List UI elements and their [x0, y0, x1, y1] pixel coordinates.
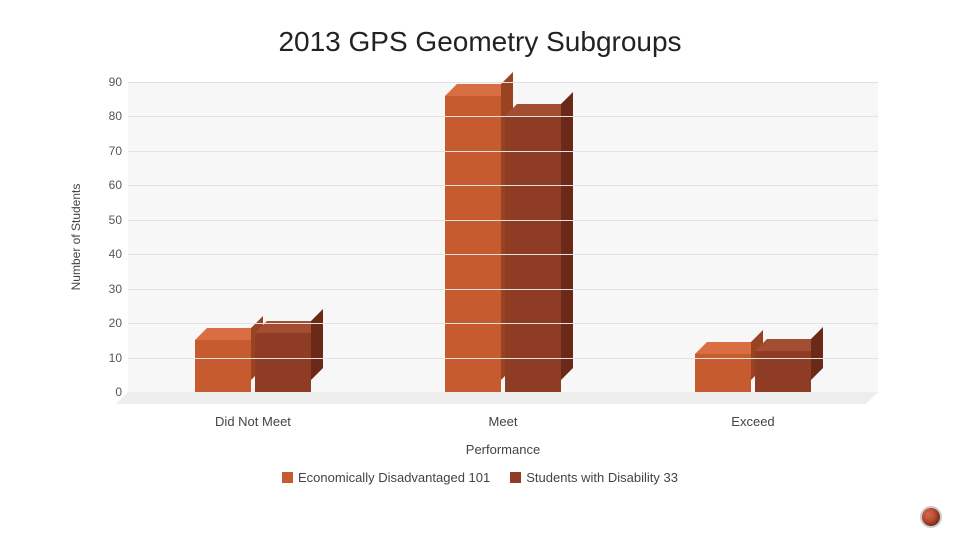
y-tick-label: 70 [80, 144, 122, 158]
chart-title: 2013 GPS Geometry Subgroups [0, 0, 960, 58]
plot-floor [116, 392, 878, 404]
y-tick-label: 80 [80, 109, 122, 123]
category-group [128, 82, 378, 392]
y-tick-label: 90 [80, 75, 122, 89]
legend-label: Students with Disability 33 [526, 470, 678, 485]
grid-line [128, 323, 878, 324]
grid-line [128, 220, 878, 221]
legend-swatch-icon [282, 472, 293, 483]
chart: Number of Students 0102030405060708090 D… [80, 82, 910, 422]
category-group [628, 82, 878, 392]
x-axis-title: Performance [128, 442, 878, 457]
bar [445, 96, 501, 392]
x-tick-label: Meet [378, 414, 628, 429]
legend-item: Students with Disability 33 [510, 470, 678, 485]
y-axis: 0102030405060708090 [80, 82, 128, 392]
y-tick-label: 50 [80, 213, 122, 227]
grid-line [128, 151, 878, 152]
grid-line [128, 358, 878, 359]
y-tick-label: 0 [80, 385, 122, 399]
bar [195, 340, 251, 392]
category-group [378, 82, 628, 392]
y-tick-label: 20 [80, 316, 122, 330]
x-axis-labels: Did Not MeetMeetExceed [128, 414, 878, 434]
x-tick-label: Exceed [628, 414, 878, 429]
legend-label: Economically Disadvantaged 101 [298, 470, 490, 485]
legend-swatch-icon [510, 472, 521, 483]
plot-area [128, 82, 878, 392]
bar [695, 354, 751, 392]
grid-line [128, 82, 878, 83]
bars-layer [128, 82, 878, 392]
page: 2013 GPS Geometry Subgroups Number of St… [0, 0, 960, 540]
bar [255, 333, 311, 392]
grid-line [128, 289, 878, 290]
decorative-badge-icon [920, 506, 942, 528]
y-tick-label: 60 [80, 178, 122, 192]
y-tick-label: 40 [80, 247, 122, 261]
x-tick-label: Did Not Meet [128, 414, 378, 429]
y-tick-label: 10 [80, 351, 122, 365]
legend: Economically Disadvantaged 101 Students w… [0, 470, 960, 485]
grid-line [128, 185, 878, 186]
legend-item: Economically Disadvantaged 101 [282, 470, 490, 485]
grid-line [128, 254, 878, 255]
y-tick-label: 30 [80, 282, 122, 296]
grid-line [128, 116, 878, 117]
